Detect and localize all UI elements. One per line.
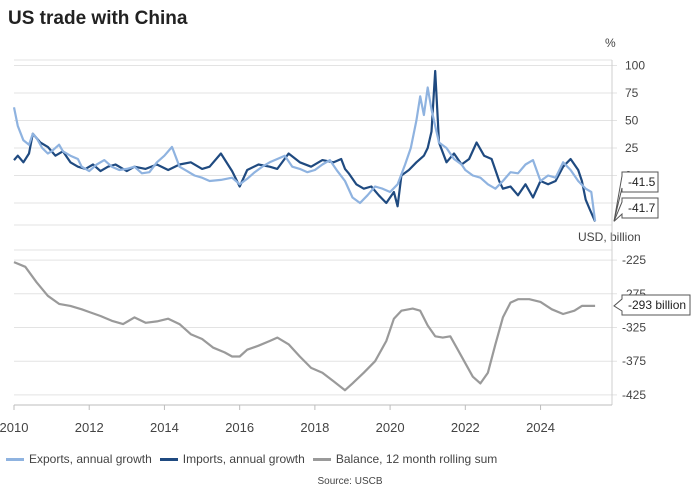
legend-item-imports: Imports, annual growth <box>159 452 305 466</box>
y-tick-label-balance: -325 <box>622 321 646 335</box>
legend: Exports, annual growth Imports, annual g… <box>6 452 505 466</box>
y-tick-label-growth: 100 <box>625 59 645 73</box>
legend-swatch-exports <box>6 457 24 461</box>
y-axis-balance: -225-275-325-375-425 <box>622 253 646 402</box>
x-axis: 2010 2012 2014 2016 2018 2020 2022 2024 <box>0 404 612 435</box>
series-line-balance <box>13 261 596 392</box>
callout-imports-text: -41.7 <box>628 201 656 215</box>
x-tick-label: 2014 <box>150 420 179 435</box>
chart-title: US trade with China <box>8 8 188 29</box>
end-value-callouts: -41.5 -41.7 -293 billion <box>613 171 691 316</box>
callout-exports-text: -41.5 <box>628 175 656 189</box>
y-axis-growth: 1007550250 <box>625 59 645 183</box>
legend-item-exports: Exports, annual growth <box>6 452 152 466</box>
y-tick-label-growth: 50 <box>625 114 639 128</box>
legend-swatch-balance <box>312 457 331 461</box>
callout-balance-text: -293 billion <box>628 298 686 312</box>
y-tick-label-growth: 75 <box>625 86 639 100</box>
legend-label-imports: Imports, annual growth <box>182 452 305 466</box>
y-tick-label-balance: -225 <box>622 253 646 267</box>
chart-canvas: 1007550250 -225-275-325-375-425 20102012… <box>0 59 691 435</box>
callout-balance-box <box>613 294 691 316</box>
source-note: Source: USCB <box>317 476 383 487</box>
series-lines <box>12 69 597 392</box>
x-tick-label: 2016 <box>225 420 254 435</box>
x-tick-label: 2022 <box>451 420 480 435</box>
legend-label-balance: Balance, 12 month rolling sum <box>335 452 498 466</box>
x-tick-label: 2012 <box>75 420 104 435</box>
growth-unit-label: % <box>605 36 616 50</box>
y-tick-label-balance: -425 <box>622 388 646 402</box>
balance-unit-label: USD, billion <box>578 230 641 244</box>
x-tick-label: 2020 <box>376 420 405 435</box>
legend-item-balance: Balance, 12 month rolling sum <box>312 452 498 466</box>
x-tick-label: 2024 <box>526 420 555 435</box>
x-tick-label: 2010 <box>0 420 28 435</box>
series-line-exports <box>12 86 597 222</box>
series-line-imports <box>13 69 597 222</box>
callout-imports-box <box>613 197 659 222</box>
legend-swatch-imports <box>159 457 178 461</box>
x-tick-label: 2018 <box>300 420 329 435</box>
grid-lines <box>14 59 617 405</box>
callout-exports-box <box>613 171 659 222</box>
legend-label-exports: Exports, annual growth <box>29 452 152 466</box>
y-tick-label-growth: 25 <box>625 141 639 155</box>
y-tick-label-balance: -375 <box>622 354 646 368</box>
